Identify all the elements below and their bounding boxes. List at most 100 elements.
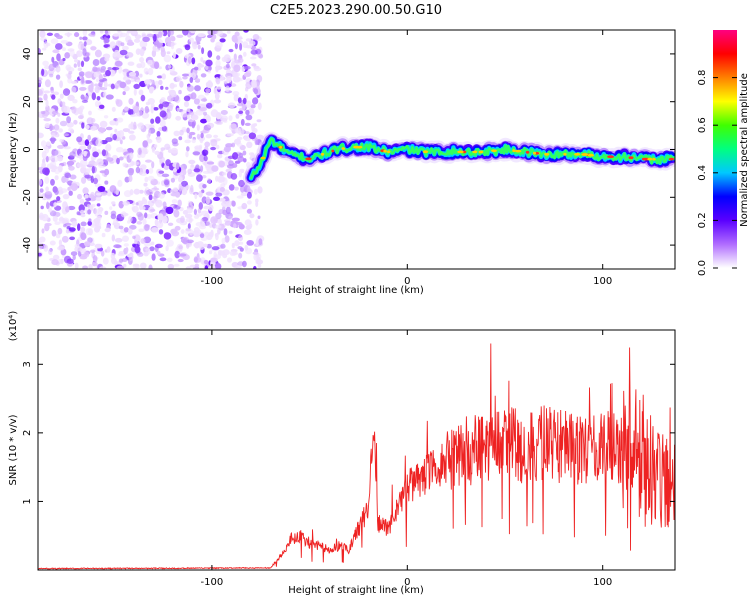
- noise-blob: [158, 79, 163, 86]
- noise-blob: [255, 201, 259, 207]
- noise-blob: [58, 239, 63, 246]
- noise-blob: [77, 193, 82, 200]
- noise-blob: [159, 119, 166, 127]
- noise-blob: [157, 213, 164, 221]
- noise-blob: [253, 88, 259, 95]
- noise-blob: [250, 82, 257, 89]
- noise-blob: [50, 38, 59, 44]
- noise-blob: [144, 79, 152, 85]
- noise-blob: [166, 51, 171, 55]
- noise-blob: [245, 109, 250, 116]
- noise-blob: [158, 170, 165, 174]
- noise-blob: [128, 71, 137, 77]
- noise-blob: [256, 256, 261, 265]
- noise-blob: [168, 89, 176, 95]
- noise-blob: [221, 56, 228, 62]
- noise-blob: [219, 74, 224, 82]
- noise-blob: [142, 36, 150, 42]
- noise-blob: [84, 168, 90, 175]
- noise-blob: [219, 187, 225, 192]
- spectrogram-x-ticks: -100 0 100: [201, 30, 612, 287]
- colorbar-tick-label: 0.0: [697, 260, 708, 276]
- noise-blob: [194, 85, 201, 92]
- noise-blob: [239, 247, 244, 252]
- noise-blob: [246, 191, 252, 199]
- noise-blob: [183, 101, 190, 108]
- noise-blob: [134, 246, 141, 254]
- noise-blob: [166, 111, 172, 119]
- noise-blob: [53, 124, 60, 131]
- noise-blob: [186, 85, 194, 92]
- signal-peak: [383, 149, 387, 153]
- noise-blob: [71, 220, 78, 227]
- noise-blob: [200, 57, 204, 62]
- colorbar-gradient: [713, 30, 737, 268]
- noise-blob: [168, 104, 173, 112]
- noise-blob: [66, 258, 74, 264]
- noise-blob: [156, 75, 163, 79]
- noise-blob: [52, 211, 61, 218]
- noise-blob: [128, 123, 135, 130]
- noise-blob: [202, 170, 211, 174]
- noise-blob: [136, 79, 141, 83]
- noise-blob: [52, 91, 60, 96]
- noise-blob: [196, 133, 201, 140]
- noise-blob: [104, 180, 109, 185]
- noise-blob: [167, 222, 174, 226]
- noise-blob: [188, 111, 195, 116]
- noise-blob: [179, 129, 184, 136]
- noise-blob: [213, 251, 217, 258]
- noise-blob: [193, 214, 200, 219]
- noise-blob: [207, 178, 212, 184]
- noise-blob: [80, 226, 86, 233]
- signal-peak: [652, 157, 656, 161]
- noise-blob: [154, 144, 158, 148]
- noise-blob: [213, 196, 220, 201]
- noise-blob: [245, 114, 253, 121]
- noise-blob: [90, 249, 96, 253]
- noise-blob: [165, 159, 171, 167]
- noise-blob: [237, 127, 245, 136]
- noise-blob: [203, 259, 209, 265]
- noise-blob: [204, 231, 210, 238]
- noise-blob: [99, 83, 103, 88]
- noise-blob: [192, 230, 199, 237]
- noise-blob: [103, 81, 108, 89]
- signal-peak: [279, 145, 283, 149]
- noise-blob: [103, 44, 109, 48]
- noise-blob: [74, 32, 80, 38]
- noise-blob: [55, 74, 61, 80]
- noise-blob: [208, 250, 213, 255]
- noise-blob: [46, 201, 50, 209]
- noise-blob: [246, 186, 251, 194]
- noise-blob: [139, 57, 145, 63]
- snr-panel: -100 0 100 1 2 3 Height of straight line (km…: [8, 311, 676, 596]
- noise-blob: [88, 84, 94, 92]
- noise-blob: [61, 47, 66, 51]
- colorbar-label: Normalized spectral amplitude: [739, 73, 750, 227]
- noise-blob: [203, 205, 210, 210]
- noise-blob: [63, 224, 67, 228]
- noise-blob: [183, 95, 191, 102]
- noise-blob: [246, 208, 252, 214]
- noise-blob: [185, 239, 194, 244]
- noise-blob: [135, 166, 141, 174]
- noise-blob: [176, 34, 184, 38]
- noise-blob: [43, 90, 51, 94]
- noise-blob: [148, 129, 151, 137]
- noise-blob: [99, 79, 105, 83]
- noise-blob: [205, 59, 213, 67]
- signal-peak: [544, 152, 550, 156]
- noise-blob: [199, 165, 204, 173]
- noise-blob: [41, 68, 45, 77]
- noise-blob: [199, 224, 207, 230]
- noise-blob: [238, 152, 244, 158]
- noise-blob: [186, 108, 191, 113]
- noise-blob: [233, 223, 237, 229]
- noise-blob: [137, 122, 145, 130]
- noise-blob: [61, 175, 67, 184]
- signal-peak: [356, 145, 363, 149]
- noise-blob: [206, 115, 211, 123]
- noise-blob: [202, 60, 207, 64]
- noise-blob: [66, 160, 75, 166]
